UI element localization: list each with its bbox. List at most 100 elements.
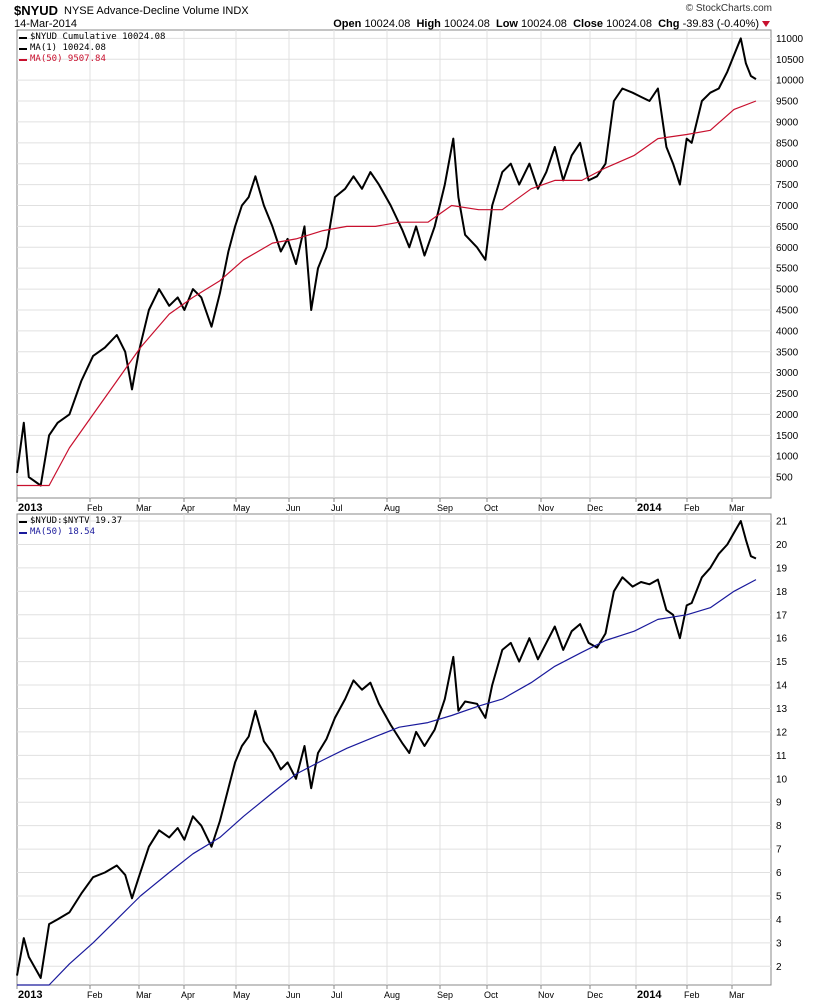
y-tick-label: 9500 <box>776 97 799 108</box>
y-tick-label: 10000 <box>776 76 804 87</box>
symbol-title: $NYUD <box>14 3 59 18</box>
legend-swatch <box>19 520 27 523</box>
legend-bottom-entry: $NYUD:$NYTV 19.37 <box>19 516 122 527</box>
close-label: Close <box>573 18 604 30</box>
y-tick-label: 8000 <box>776 159 799 170</box>
legend-swatch <box>19 531 27 534</box>
price-line <box>16 37 757 487</box>
legend-label: MA(50) 9507.84 <box>30 54 106 64</box>
x-tick-label: Apr <box>181 503 195 513</box>
x-tick-label: Jul <box>331 503 343 513</box>
y-tick-label: 4500 <box>776 305 799 316</box>
y-tick-label: 4000 <box>776 326 799 337</box>
x-tick-label: Oct <box>484 990 499 1000</box>
plot-area <box>16 513 772 986</box>
plot-area <box>16 29 772 499</box>
y-tick-label: 11 <box>776 751 787 762</box>
x-tick-label: Nov <box>538 503 555 513</box>
x-tick-label: Feb <box>684 990 700 1000</box>
legend-top-entry: MA(1) 10024.08 <box>19 43 165 54</box>
chart-date: 14-Mar-2014 <box>14 18 77 30</box>
y-tick-label: 6 <box>776 868 782 879</box>
legend-top-entry: MA(50) 9507.84 <box>19 54 165 65</box>
chg-value: -39.83 (-0.40%) <box>682 18 759 30</box>
x-tick-label: Jun <box>286 503 301 513</box>
x-tick-label: May <box>233 990 251 1000</box>
x-tick-label: Jul <box>331 990 343 1000</box>
y-tick-label: 6500 <box>776 222 799 233</box>
y-tick-label: 12 <box>776 727 788 738</box>
y-tick-label: 2000 <box>776 410 799 421</box>
price-line <box>16 520 757 979</box>
down-triangle-icon <box>762 21 770 28</box>
y-tick-label: 8 <box>776 821 782 832</box>
y-tick-label: 9000 <box>776 117 799 128</box>
x-tick-label: 2014 <box>637 502 662 514</box>
x-tick-label: Aug <box>384 990 400 1000</box>
y-tick-label: 7500 <box>776 180 799 191</box>
high-value: 10024.08 <box>443 18 490 30</box>
x-tick-label: Feb <box>87 990 103 1000</box>
legend-label: MA(50) 18.54 <box>30 527 96 537</box>
low-label: Low <box>495 18 518 30</box>
x-tick-label: Sep <box>437 990 453 1000</box>
x-tick-label: 2014 <box>637 989 662 1000</box>
y-tick-label: 3 <box>776 938 782 949</box>
x-tick-label: Dec <box>587 503 604 513</box>
y-tick-label: 1000 <box>776 452 799 463</box>
legend-bottom-entry: MA(50) 18.54 <box>19 527 122 538</box>
x-tick-label: Feb <box>684 503 700 513</box>
y-tick-label: 13 <box>776 704 788 715</box>
y-tick-label: 18 <box>776 587 788 598</box>
legend-label: $NYUD:$NYTV 19.37 <box>30 516 123 526</box>
x-tick-label: Nov <box>538 990 555 1000</box>
legend-top: $NYUD Cumulative 10024.08 MA(1) 10024.08 M… <box>19 32 165 65</box>
y-tick-label: 3000 <box>776 368 799 379</box>
x-tick-label: Feb <box>87 503 103 513</box>
ohlc-readout: Open 10024.08 High 10024.08 Low 10024.08… <box>333 18 770 30</box>
y-tick-label: 21 <box>776 517 788 528</box>
y-tick-label: 6000 <box>776 243 799 254</box>
y-tick-label: 14 <box>776 681 788 692</box>
y-tick-label: 500 <box>776 473 793 484</box>
chg-label: Chg <box>658 18 680 30</box>
legend-bottom: $NYUD:$NYTV 19.37 MA(50) 18.54 <box>19 516 122 538</box>
y-tick-label: 7000 <box>776 201 799 212</box>
y-tick-label: 10500 <box>776 55 804 66</box>
y-tick-label: 1500 <box>776 431 799 442</box>
x-tick-label: Mar <box>136 503 152 513</box>
ma50-line <box>17 579 757 986</box>
y-tick-label: 3500 <box>776 347 799 358</box>
legend-swatch <box>19 47 27 50</box>
high-label: High <box>416 18 441 30</box>
x-tick-label: Mar <box>729 990 745 1000</box>
ma50-line <box>17 100 757 487</box>
x-tick-label: Apr <box>181 990 195 1000</box>
y-tick-label: 19 <box>776 563 788 574</box>
y-tick-label: 2 <box>776 962 782 973</box>
x-tick-label: Mar <box>136 990 152 1000</box>
close-value: 10024.08 <box>606 18 652 30</box>
open-value: 10024.08 <box>364 18 411 30</box>
open-label: Open <box>333 18 362 30</box>
legend-swatch <box>19 36 27 39</box>
x-tick-label: 2013 <box>18 502 42 514</box>
legend-label: MA(1) 10024.08 <box>30 43 106 53</box>
y-tick-label: 7 <box>776 845 782 856</box>
stockcharts-logo: © StockCharts.com <box>685 3 772 14</box>
y-tick-label: 11000 <box>776 34 804 45</box>
y-tick-label: 15 <box>776 657 788 668</box>
y-tick-label: 5500 <box>776 264 799 275</box>
y-tick-label: 9 <box>776 798 782 809</box>
y-tick-label: 2500 <box>776 389 799 400</box>
x-tick-label: Sep <box>437 503 453 513</box>
x-tick-label: Dec <box>587 990 604 1000</box>
x-tick-label: Mar <box>729 503 745 513</box>
x-tick-label: Jun <box>286 990 301 1000</box>
x-tick-label: 2013 <box>18 989 42 1000</box>
x-tick-label: Oct <box>484 503 499 513</box>
y-tick-label: 8500 <box>776 138 799 149</box>
low-value: 10024.08 <box>521 18 567 30</box>
legend-swatch <box>19 58 27 61</box>
